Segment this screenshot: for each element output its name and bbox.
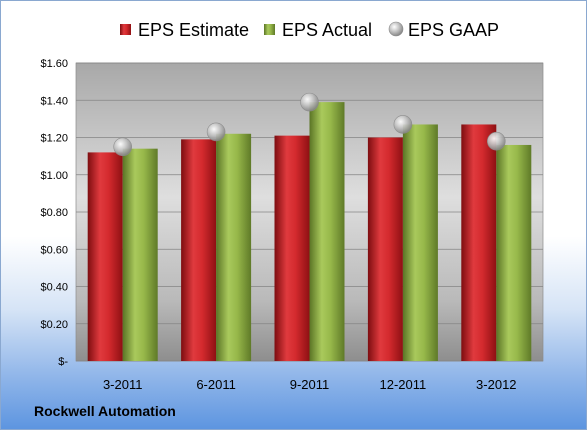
y-tick-label: $1.60 [40,58,68,70]
gaap-points [113,92,506,157]
point-eps-gaap [113,137,132,157]
bar-eps-estimate [181,139,217,361]
company-name: Rockwell Automation [34,403,176,419]
y-tick-label: $1.20 [40,133,68,145]
point-eps-gaap [300,92,319,112]
legend-swatch [120,24,131,35]
y-tick-label: $1.40 [40,95,68,107]
point-eps-gaap [486,131,506,151]
bar-eps-actual [402,124,438,362]
x-axis: 3-2011 6-2011 9-2011 12-2011 3-2012 [103,377,517,392]
bar-eps-estimate [367,137,403,361]
bars [87,102,532,362]
legend-label: EPS GAAP [408,20,499,40]
legend: EPS Estimate EPS Actual EPS GAAP [120,20,499,40]
bar-eps-estimate [87,152,123,361]
bar-eps-actual [216,133,252,361]
legend-label: EPS Actual [282,20,372,40]
x-tick-label: 3-2012 [476,377,516,392]
y-tick-label: $1.00 [40,170,68,182]
x-tick-label: 12-2011 [380,377,427,392]
bar-eps-estimate [461,124,497,362]
bar-eps-estimate [274,135,310,361]
legend-label: EPS Estimate [138,20,249,40]
x-tick-label: 3-2011 [103,377,143,392]
legend-swatch [388,21,404,37]
y-tick-label: $0.40 [40,282,68,294]
legend-swatch [264,24,275,35]
bar-eps-actual [122,148,158,361]
bar-eps-actual [309,102,345,362]
point-eps-gaap [206,122,226,142]
x-tick-label: 9-2011 [290,377,330,392]
y-tick-label: $- [58,356,68,368]
y-tick-label: $0.80 [40,207,68,219]
y-axis: $- $0.20 $0.40 $0.60 $0.80 $1.00 $1.20 $1.40 $1.… [40,58,68,368]
point-eps-gaap [393,115,413,134]
bar-eps-actual [496,144,532,361]
y-tick-label: $0.20 [40,319,68,331]
x-tick-label: 6-2011 [196,377,236,392]
y-tick-label: $0.60 [40,244,68,256]
